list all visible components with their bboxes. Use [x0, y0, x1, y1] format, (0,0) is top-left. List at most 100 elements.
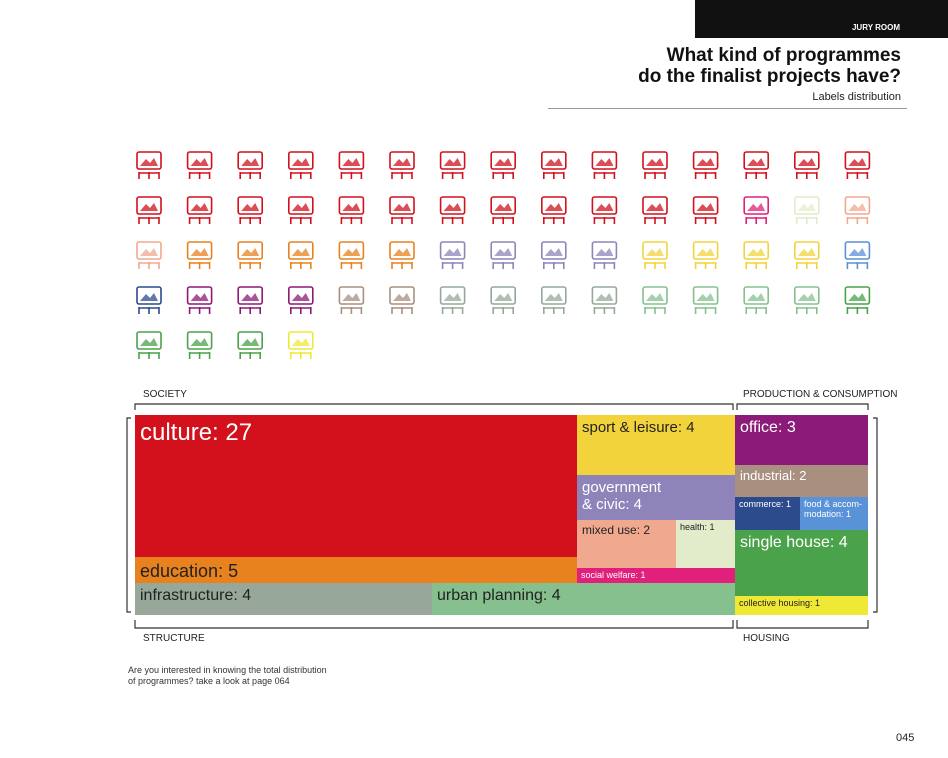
cell-label: culture: 27: [140, 419, 253, 446]
title-line: What kind of programmes: [666, 45, 901, 66]
icon: [136, 196, 162, 224]
icon: [793, 241, 820, 269]
treemap-cell: education: 5: [135, 557, 577, 583]
icon: [186, 241, 213, 269]
icon: [743, 241, 770, 269]
cell-label: industrial: 2: [740, 468, 807, 483]
treemap-cell: single house: 4: [735, 530, 868, 596]
icon: [186, 196, 213, 224]
icon: [287, 331, 314, 359]
icon: [439, 196, 466, 224]
cell-label: commerce: 1: [739, 499, 792, 509]
header-bar: [695, 0, 948, 38]
subtitle: Labels distribution: [812, 91, 901, 103]
treemap-cell: food & accom- modation: 1: [800, 497, 868, 530]
bracket: [736, 403, 869, 410]
icon: [844, 241, 871, 269]
cell-label: social welfare: 1: [581, 570, 646, 580]
bracket: [134, 620, 734, 629]
bracket: [736, 620, 869, 629]
cell-label: urban planning: 4: [437, 587, 561, 604]
treemap-cell: health: 1: [676, 520, 735, 568]
icon: [439, 241, 466, 269]
treemap-cell: urban planning: 4: [432, 583, 735, 615]
treemap-cell: mixed use: 2: [577, 520, 676, 568]
icon: [540, 151, 567, 179]
cell-label: mixed use: 2: [582, 523, 651, 537]
cell-label: single house: 4: [740, 534, 848, 551]
icon: [389, 151, 415, 179]
icon: [338, 286, 365, 314]
icon: [793, 196, 820, 224]
icon: [237, 241, 263, 269]
cell-label: collective housing: 1: [739, 598, 821, 608]
cell-label: sport & leisure: 4: [582, 419, 695, 436]
group-label: SOCIETY: [143, 389, 187, 400]
icon: [844, 151, 871, 179]
icon: [136, 151, 162, 179]
icon: [692, 286, 719, 314]
icon: [439, 151, 466, 179]
cell-label: food & accom- modation: 1: [804, 499, 863, 520]
brackets: [126, 403, 878, 629]
treemap-cell: social welfare: 1: [577, 568, 735, 583]
icon: [287, 286, 314, 314]
treemap-cell: industrial: 2: [735, 465, 868, 497]
icon: [591, 286, 618, 314]
treemap-cell: infrastructure: 4: [135, 583, 432, 615]
group-label: PRODUCTION & CONSUMPTION: [743, 389, 897, 400]
cell-label: office: 3: [740, 419, 796, 436]
page-number: 045: [896, 732, 915, 744]
cell-label: infrastructure: 4: [140, 587, 252, 604]
icon: [136, 286, 162, 314]
icon: [591, 151, 618, 179]
icon-grid: [136, 151, 871, 359]
treemap-cell: commerce: 1: [735, 497, 800, 530]
icon: [642, 286, 668, 314]
icon: [591, 196, 618, 224]
bracket: [126, 417, 131, 613]
icon: [490, 196, 517, 224]
icon: [389, 196, 415, 224]
cell-label: government & civic: 4: [582, 479, 662, 514]
icon: [389, 286, 415, 314]
icon: [136, 331, 162, 359]
treemap-cell: culture: 27: [135, 415, 577, 557]
treemap-cell: collective housing: 1: [735, 596, 868, 615]
treemap-cell: sport & leisure: 4: [577, 415, 735, 475]
group-label: STRUCTURE: [143, 633, 205, 644]
cell-label: health: 1: [680, 522, 715, 532]
icon: [692, 151, 719, 179]
bracket: [134, 403, 734, 410]
note: Are you interested in knowing the total …: [128, 665, 327, 687]
icon: [692, 241, 719, 269]
icon: [136, 241, 162, 269]
bracket: [873, 417, 878, 613]
icon: [642, 151, 668, 179]
treemap-cell: office: 3: [735, 415, 868, 465]
icon: [793, 151, 820, 179]
section-label: JURY ROOM: [851, 23, 900, 32]
rule: [548, 108, 907, 109]
icon: [490, 286, 517, 314]
icon: [540, 286, 567, 314]
icon: [490, 241, 517, 269]
icon: [287, 151, 314, 179]
icon: [338, 241, 365, 269]
icon: [287, 241, 314, 269]
icon: [287, 196, 314, 224]
icon: [844, 286, 871, 314]
group-label: HOUSING: [743, 633, 790, 644]
icon: [237, 331, 263, 359]
icon: [186, 286, 213, 314]
icon: [338, 196, 365, 224]
icon: [338, 151, 365, 179]
icon: [186, 331, 213, 359]
icon: [642, 241, 668, 269]
icon: [591, 241, 618, 269]
icon: [844, 196, 871, 224]
icon: [743, 196, 770, 224]
icon: [237, 151, 263, 179]
